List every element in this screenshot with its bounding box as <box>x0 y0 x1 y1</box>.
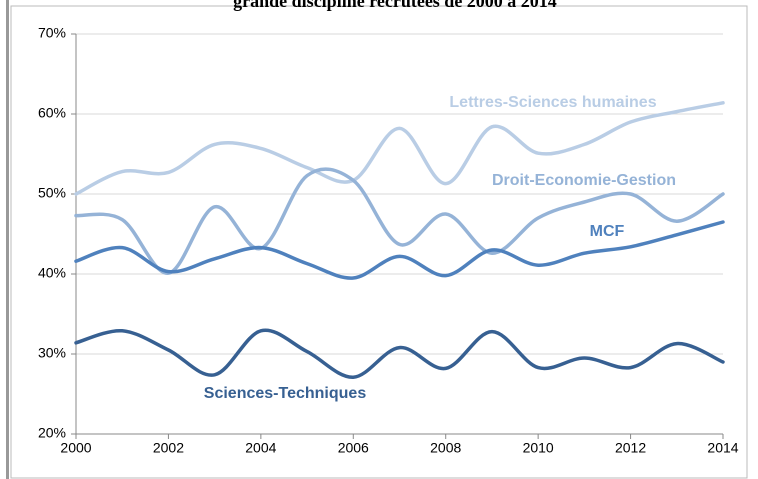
series-label: Sciences-Techniques <box>204 385 367 402</box>
x-tick-label: 2002 <box>153 440 184 456</box>
x-tick-label: 2000 <box>60 440 91 456</box>
x-tick-label: 2010 <box>523 440 554 456</box>
x-tick-label: 2012 <box>615 440 646 456</box>
y-tick-label: 50% <box>38 185 66 201</box>
chart-title: grande discipline recrutées de 2000 à 20… <box>233 0 557 11</box>
series-line <box>74 101 725 196</box>
x-tick-label: 2004 <box>245 440 276 456</box>
x-tick-label: 2008 <box>430 440 461 456</box>
y-tick-label: 20% <box>38 425 66 441</box>
y-tick-label: 60% <box>38 105 66 121</box>
series-line <box>74 328 725 379</box>
left-edge <box>6 0 9 479</box>
series-label: MCF <box>590 223 625 240</box>
series-label: Lettres-Sciences humaines <box>449 94 656 111</box>
chart-frame <box>10 5 748 479</box>
y-tick-label: 30% <box>38 345 66 361</box>
y-tick-label: 40% <box>38 265 66 281</box>
series-label: Droit-Economie-Gestion <box>492 172 676 189</box>
series-line <box>74 167 725 275</box>
x-tick-label: 2006 <box>338 440 369 456</box>
x-tick-label: 2014 <box>707 440 738 456</box>
series-line <box>74 220 725 280</box>
y-tick-label: 70% <box>38 25 66 41</box>
